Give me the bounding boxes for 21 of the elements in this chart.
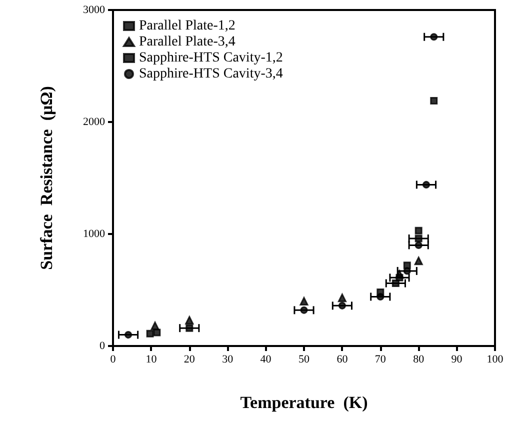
- y-tick-label: 3000: [83, 4, 106, 16]
- x-axis-title: Temperature (K): [240, 393, 368, 412]
- x-tick-label: 0: [110, 354, 116, 366]
- x-tick-label: 40: [260, 354, 272, 366]
- x-tick-label: 30: [222, 354, 234, 366]
- y-axis-title: Surface Resistance (μΩ): [37, 86, 56, 270]
- y-tick-label: 0: [100, 340, 106, 352]
- x-tick-label: 100: [486, 354, 504, 366]
- legend-label: Sapphire-HTS Cavity-3,4: [139, 66, 283, 82]
- y-tick-label: 2000: [83, 116, 106, 128]
- legend-label: Parallel Plate-3,4: [139, 34, 236, 50]
- x-tick-label: 20: [184, 354, 196, 366]
- x-tick-label: 70: [374, 354, 386, 366]
- x-tick-label: 50: [298, 354, 310, 366]
- x-tick-label: 10: [146, 354, 158, 366]
- x-tick-label: 80: [413, 354, 425, 366]
- x-tick-label: 90: [451, 354, 463, 366]
- legend-label: Parallel Plate-1,2: [139, 18, 236, 34]
- legend-label: Sapphire-HTS Cavity-1,2: [139, 50, 283, 66]
- y-tick-label: 1000: [83, 228, 106, 240]
- x-tick-label: 60: [336, 354, 348, 366]
